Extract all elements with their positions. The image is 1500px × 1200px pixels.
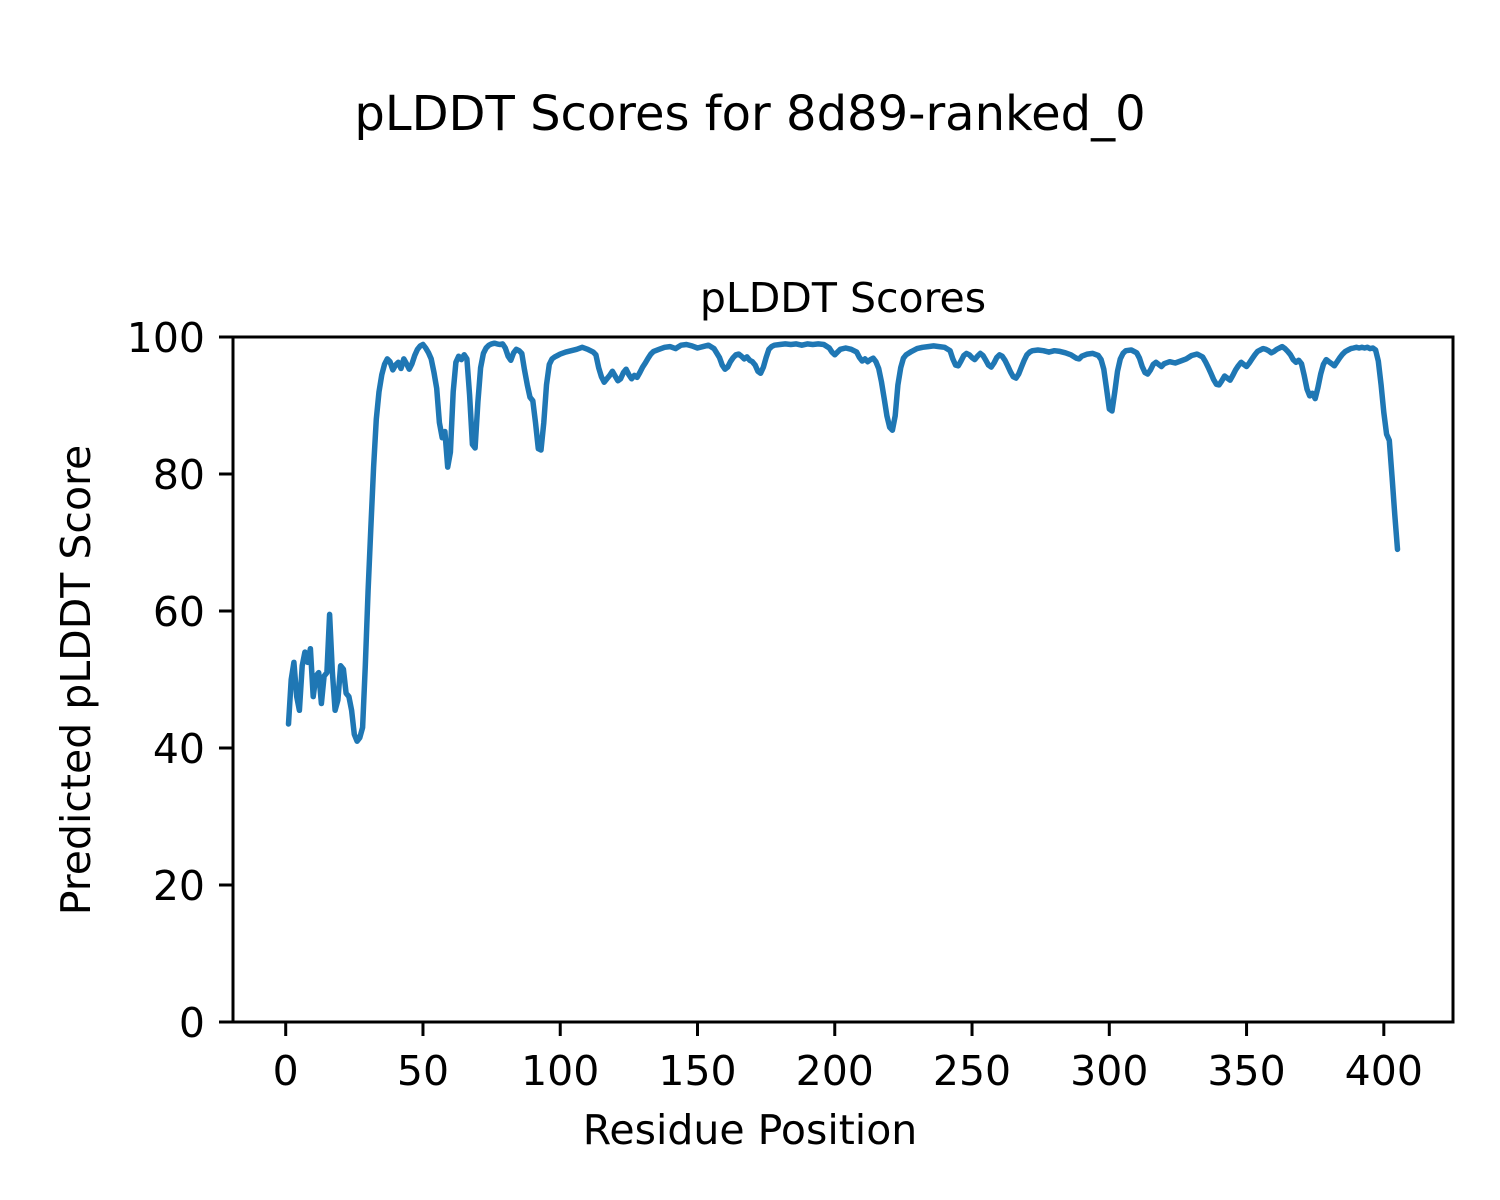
figure-suptitle: pLDDT Scores for 8d89-ranked_0 <box>354 86 1146 142</box>
x-tick-label: 350 <box>1207 1047 1285 1095</box>
y-axis-label: Predicted pLDDT Score <box>52 444 100 916</box>
y-tick-label: 100 <box>127 314 205 362</box>
y-tick-label: 40 <box>153 725 205 773</box>
y-tick-label: 60 <box>153 588 205 636</box>
axes-title: pLDDT Scores <box>699 274 987 322</box>
y-tick-label: 80 <box>153 451 205 499</box>
x-tick-label: 0 <box>273 1047 299 1095</box>
x-tick-label: 50 <box>397 1047 449 1095</box>
x-tick-label: 300 <box>1070 1047 1148 1095</box>
x-tick-label: 200 <box>796 1047 874 1095</box>
x-tick-label: 150 <box>658 1047 736 1095</box>
x-tick-label: 400 <box>1345 1047 1423 1095</box>
x-tick-label: 100 <box>521 1047 599 1095</box>
plddt-line <box>285 340 1401 744</box>
x-tick-label: 250 <box>933 1047 1011 1095</box>
y-tick-label: 20 <box>153 862 205 910</box>
axes-box <box>231 335 1455 1024</box>
x-axis-label: Residue Position <box>582 1106 918 1154</box>
y-tick-label: 0 <box>179 999 205 1047</box>
